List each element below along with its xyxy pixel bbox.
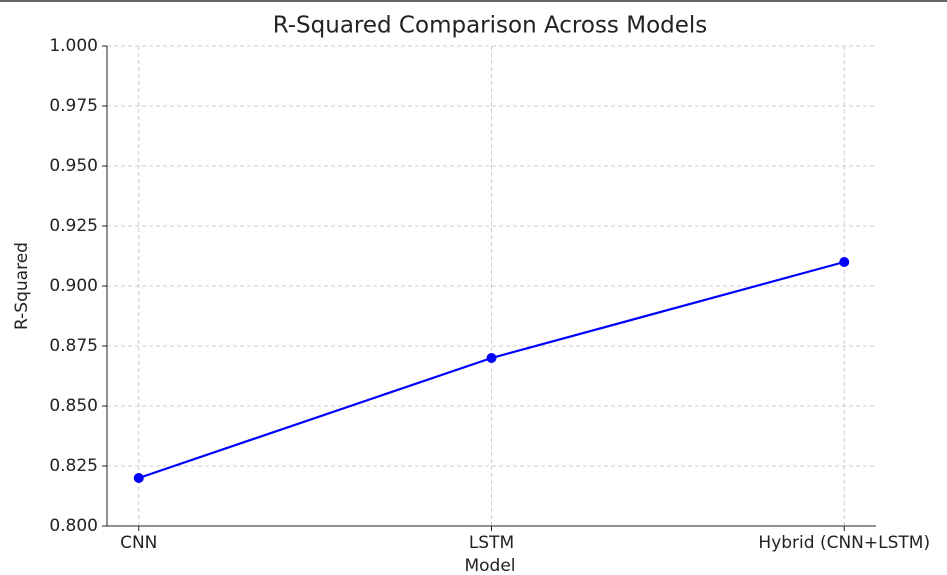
y-tick-label: 0.875 (49, 336, 98, 356)
y-axis-label: R-Squared (12, 242, 32, 330)
data-point (486, 353, 497, 363)
y-tick-label: 0.975 (49, 96, 98, 116)
y-tick-label: 0.800 (49, 516, 98, 536)
y-tick-label: 0.925 (49, 216, 98, 236)
x-tick-label: CNN (120, 533, 157, 553)
data-point (839, 257, 850, 267)
y-tick-label: 0.950 (49, 156, 98, 176)
y-tick-label: 0.900 (49, 276, 98, 296)
chart-title: R-Squared Comparison Across Models (273, 13, 708, 39)
y-tick-label: 0.850 (49, 396, 98, 416)
x-axis-label: Model (464, 556, 515, 575)
data-point (133, 473, 144, 483)
y-tick-label: 0.825 (49, 456, 98, 476)
x-tick-label: Hybrid (CNN+LSTM) (758, 533, 930, 553)
x-tick-label: LSTM (469, 533, 514, 553)
y-tick-label: 1.000 (49, 36, 98, 56)
